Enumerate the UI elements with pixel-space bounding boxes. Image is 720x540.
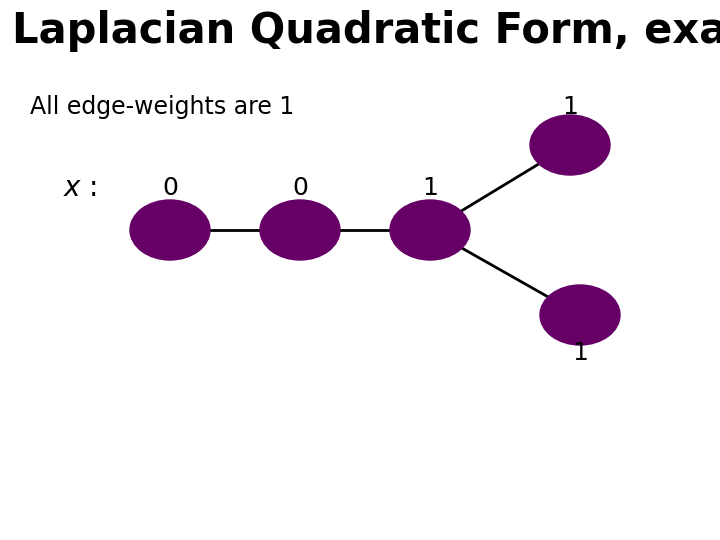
- Text: 1: 1: [572, 341, 588, 365]
- Text: 1: 1: [562, 95, 578, 119]
- Text: All edge-weights are 1: All edge-weights are 1: [30, 95, 294, 119]
- Text: Laplacian Quadratic Form, examples: Laplacian Quadratic Form, examples: [12, 10, 720, 52]
- Text: 0: 0: [162, 176, 178, 200]
- Text: 0: 0: [292, 176, 308, 200]
- Text: :: :: [89, 174, 98, 202]
- Text: 1: 1: [422, 176, 438, 200]
- Ellipse shape: [530, 115, 610, 175]
- Text: $x$: $x$: [63, 174, 83, 202]
- Ellipse shape: [260, 200, 340, 260]
- Ellipse shape: [390, 200, 470, 260]
- Ellipse shape: [130, 200, 210, 260]
- Ellipse shape: [540, 285, 620, 345]
